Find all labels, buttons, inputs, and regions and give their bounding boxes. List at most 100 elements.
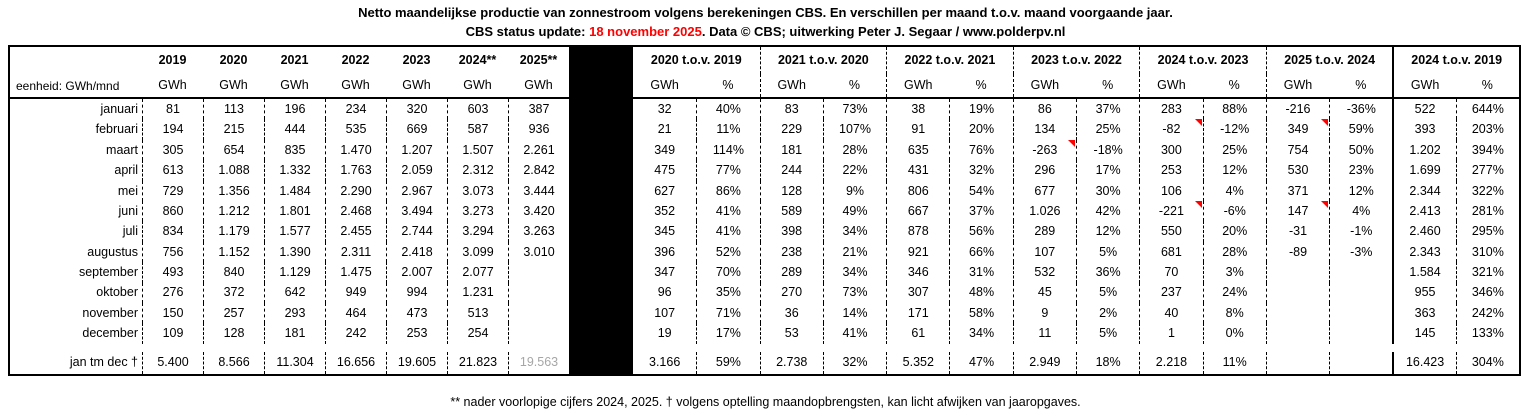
footnote: ** nader voorlopige cijfers 2024, 2025. … (450, 395, 1081, 409)
diff-pct-cell: 34% (949, 323, 1012, 344)
year-value-cell: 654 (203, 139, 264, 161)
month-label: april (114, 163, 138, 178)
diff-gwh-cell: 530 (1265, 160, 1329, 181)
diff-pct-cell: 34% (822, 221, 886, 242)
total-diff-pct-cell: 59% (696, 351, 759, 374)
year-value-cell: 3.073 (447, 180, 508, 201)
year-value-cell: 196 (264, 99, 325, 120)
diff-group-header: 2025 t.o.v. 2024 (1265, 47, 1393, 74)
table-row: februari 194 215 444 535 669 587 936 21 11% 229 107… (10, 119, 1519, 140)
total-diff-gwh-cell (1265, 351, 1329, 374)
year-col-header: 2023 (402, 53, 431, 68)
diff-gwh-cell: 36 (759, 302, 823, 324)
diff-pct-cell: 73% (822, 99, 886, 120)
diff-pct-cell: 12% (1202, 160, 1266, 181)
diff-gwh-cell: 2.343 (1392, 241, 1455, 263)
black-separator-spacer (569, 47, 633, 74)
table-row: september 493 840 1.129 1.475 2.007 2.077 347 70… (10, 262, 1519, 283)
year-value-cell: 493 (142, 262, 203, 283)
year-value-cell: 994 (386, 282, 447, 303)
diff-pct-cell: 37% (949, 200, 1012, 222)
table-row: jan tm dec † 5.400 8.566 11.304 16.656 19.605… (10, 351, 1519, 374)
diff-sub-gwh-header: GWh (886, 74, 949, 97)
diff-gwh-cell: 289 (1012, 221, 1076, 242)
diff-pct-cell: 86% (696, 180, 759, 201)
diff-gwh-cell: 9 (1012, 302, 1076, 324)
black-separator-spacer (569, 221, 633, 241)
year-value-cell: 756 (142, 241, 203, 263)
diff-pct-cell: 133% (1455, 323, 1519, 344)
year-value-cell: 320 (386, 99, 447, 120)
diff-gwh-cell: 1.584 (1392, 262, 1455, 283)
diff-gwh-cell: 522 (1392, 99, 1455, 120)
table-row: mei 729 1.356 1.484 2.290 2.967 3.073 3.444 627 8… (10, 180, 1519, 201)
diff-pct-cell: -36% (1329, 99, 1392, 120)
diff-gwh-cell: 229 (759, 119, 823, 140)
diff-pct-cell: 50% (1329, 139, 1392, 161)
year-value-cell: 2.007 (386, 262, 447, 283)
table-row: januari 81 113 196 234 320 603 387 32 40% 83 73% 38 1… (10, 99, 1519, 120)
unit-subheader: GWh (280, 78, 309, 93)
diff-gwh-cell: 347 (654, 265, 676, 280)
year-value-cell: 257 (203, 302, 264, 324)
year-value-cell: 293 (264, 302, 325, 324)
black-separator-spacer (569, 352, 633, 374)
diff-gwh-cell: 107 (1012, 241, 1076, 263)
year-value-cell: 372 (203, 282, 264, 303)
year-value-cell: 613 (142, 160, 203, 181)
year-value-cell: 387 (508, 99, 569, 120)
diff-pct-cell: 30% (1075, 180, 1139, 201)
year-value-cell: 1.231 (447, 282, 508, 303)
black-separator-spacer (569, 74, 633, 97)
month-label: januari (100, 101, 138, 116)
diff-pct-cell: 28% (822, 139, 886, 161)
diff-gwh-cell: 1.202 (1392, 139, 1455, 161)
diff-gwh-cell: 11 (1012, 323, 1076, 344)
total-diff-gwh-cell: 16.423 (1392, 351, 1455, 374)
year-value-cell: 3.294 (447, 221, 508, 242)
diff-pct-cell: 4% (1329, 200, 1392, 222)
diff-pct-cell: 32% (949, 160, 1012, 181)
total-diff-gwh-cell: 3.166 (649, 355, 681, 370)
year-value-cell: 1.088 (203, 160, 264, 181)
diff-gwh-cell: 627 (654, 183, 676, 198)
diff-pct-cell: 114% (696, 139, 759, 161)
diff-gwh-cell: 91 (886, 119, 949, 140)
year-value-cell: 113 (203, 99, 264, 120)
diff-pct-cell: 35% (696, 282, 759, 303)
total-row-label: jan tm dec † (69, 355, 138, 370)
diff-group-header: 2023 t.o.v. 2022 (1012, 47, 1140, 74)
year-value-cell: 181 (264, 323, 325, 344)
diff-gwh-cell: 38 (886, 99, 949, 120)
year-value-cell: 834 (142, 221, 203, 242)
diff-pct-cell: 76% (949, 139, 1012, 161)
comment-marker-icon (1321, 119, 1329, 127)
diff-gwh-cell: 396 (654, 244, 676, 259)
diff-gwh-cell: 431 (886, 160, 949, 181)
diff-pct-cell: 3% (1202, 262, 1266, 283)
diff-pct-cell: 321% (1455, 262, 1519, 283)
year-value-cell: 3.494 (386, 200, 447, 222)
diff-pct-cell: 24% (1202, 282, 1266, 303)
total-diff-pct-cell: 11% (1202, 351, 1266, 374)
unit-label: eenheid: GWh/mnd (16, 78, 120, 93)
year-value-cell: 535 (325, 119, 386, 140)
diff-gwh-cell: 1.699 (1392, 160, 1455, 181)
year-value-cell: 128 (203, 323, 264, 344)
year-col-header: 2021 (280, 53, 309, 68)
diff-pct-cell: 41% (822, 323, 886, 344)
diff-gwh-cell: 21 (657, 122, 672, 137)
black-separator-spacer (569, 160, 633, 180)
diff-gwh-cell: 667 (886, 200, 949, 222)
table-row: augustus 756 1.152 1.390 2.311 2.418 3.099 3.01… (10, 241, 1519, 263)
diff-pct-cell: -1% (1329, 221, 1392, 242)
diff-gwh-cell: 955 (1392, 282, 1455, 303)
year-col-header: 2019 (158, 53, 187, 68)
table-row: oktober 276 372 642 949 994 1.231 96 35% 270 73% 30… (10, 282, 1519, 303)
total-year-cell: 11.304 (264, 351, 325, 374)
total-year-cell: 19.563 (508, 351, 569, 374)
diff-pct-cell: 20% (1202, 221, 1266, 242)
diff-gwh-cell: 2.344 (1392, 180, 1455, 201)
diff-pct-cell: 77% (696, 160, 759, 181)
diff-gwh-cell: 253 (1139, 160, 1202, 181)
